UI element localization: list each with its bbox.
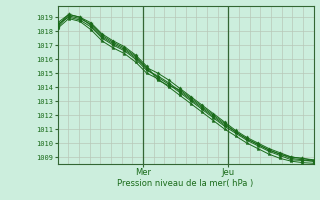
X-axis label: Pression niveau de la mer( hPa ): Pression niveau de la mer( hPa ) [117,179,254,188]
